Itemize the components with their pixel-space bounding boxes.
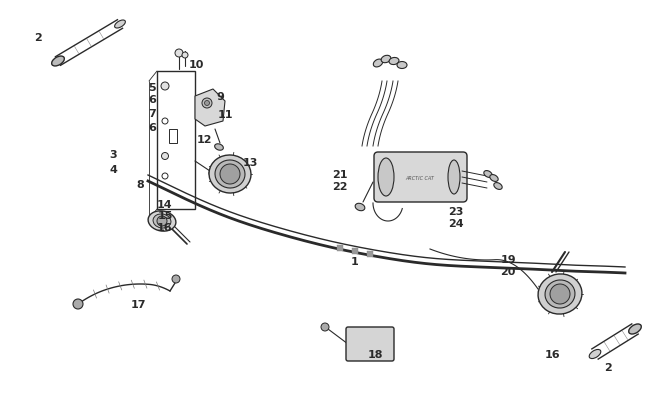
Circle shape (220, 164, 240, 185)
Text: 17: 17 (130, 299, 146, 309)
Ellipse shape (114, 21, 125, 29)
Text: 1: 1 (351, 256, 359, 266)
Text: 24: 24 (448, 218, 464, 228)
Text: 10: 10 (188, 60, 203, 70)
Bar (169, 130, 177, 144)
Text: 21: 21 (332, 170, 348, 179)
Ellipse shape (378, 159, 394, 196)
Text: 16: 16 (157, 222, 173, 232)
Polygon shape (195, 90, 225, 127)
Circle shape (157, 216, 167, 226)
Text: 16: 16 (545, 349, 561, 359)
Text: 15: 15 (157, 211, 173, 220)
Polygon shape (367, 252, 373, 258)
Text: 14: 14 (157, 200, 173, 209)
Ellipse shape (373, 60, 383, 68)
Text: 3: 3 (109, 149, 117, 160)
Circle shape (209, 170, 217, 177)
Ellipse shape (214, 145, 224, 151)
Polygon shape (352, 249, 358, 255)
Text: 6: 6 (148, 95, 156, 105)
Text: 23: 23 (448, 207, 463, 216)
Circle shape (321, 323, 329, 331)
Text: 6: 6 (148, 123, 156, 133)
Circle shape (182, 53, 188, 59)
Text: 12: 12 (196, 135, 212, 145)
Circle shape (73, 299, 83, 309)
Text: 13: 13 (242, 158, 257, 168)
Circle shape (161, 83, 169, 91)
Text: 4: 4 (109, 164, 117, 175)
Polygon shape (337, 245, 343, 252)
Text: 2: 2 (34, 33, 42, 43)
Ellipse shape (484, 171, 492, 178)
Text: 2: 2 (604, 362, 612, 372)
Text: 18: 18 (367, 349, 383, 359)
Ellipse shape (355, 204, 365, 211)
Ellipse shape (490, 175, 498, 182)
Ellipse shape (494, 183, 502, 190)
FancyBboxPatch shape (346, 327, 394, 361)
Text: 9: 9 (216, 92, 224, 102)
Text: 8: 8 (136, 179, 144, 190)
Ellipse shape (381, 56, 391, 64)
Text: 20: 20 (500, 266, 515, 276)
Ellipse shape (215, 161, 245, 189)
Circle shape (550, 284, 570, 304)
Ellipse shape (589, 350, 601, 359)
Bar (157, 72, 195, 209)
Circle shape (161, 153, 168, 160)
Circle shape (172, 275, 180, 284)
Text: ARCTIC CAT: ARCTIC CAT (406, 175, 434, 180)
Ellipse shape (448, 161, 460, 194)
Ellipse shape (538, 274, 582, 314)
Text: 22: 22 (332, 181, 348, 192)
Circle shape (205, 101, 209, 106)
Ellipse shape (153, 214, 171, 228)
Ellipse shape (397, 62, 407, 69)
Text: 7: 7 (148, 109, 156, 119)
Circle shape (175, 50, 183, 58)
Ellipse shape (389, 58, 399, 65)
Circle shape (202, 99, 212, 109)
Text: 5: 5 (148, 83, 156, 93)
Ellipse shape (209, 156, 251, 194)
Ellipse shape (629, 324, 642, 334)
Text: 19: 19 (500, 254, 516, 264)
Text: 11: 11 (217, 110, 233, 120)
Ellipse shape (51, 57, 64, 67)
Ellipse shape (148, 211, 176, 232)
Ellipse shape (545, 280, 575, 308)
FancyBboxPatch shape (374, 153, 467, 202)
